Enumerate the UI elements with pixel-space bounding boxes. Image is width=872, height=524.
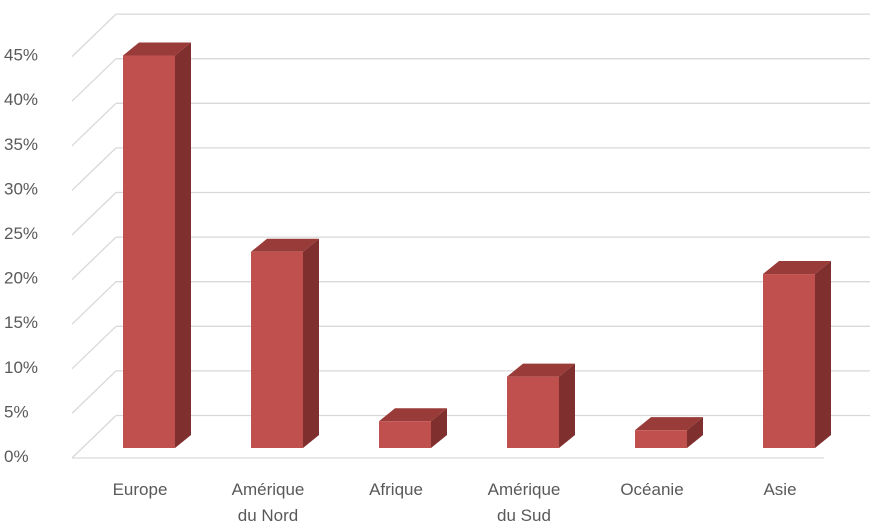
bars xyxy=(123,42,831,449)
bar xyxy=(763,261,831,448)
y-tick-label: 15% xyxy=(4,313,38,332)
x-category-label: Afrique xyxy=(369,480,423,499)
y-tick-label: 10% xyxy=(4,358,38,377)
bar-front xyxy=(379,421,431,448)
x-axis-labels: Europe Amérique du Nord Afrique Amérique du S… xyxy=(113,480,797,524)
x-category-label: Asie xyxy=(763,480,796,499)
y-tick-label: 35% xyxy=(4,135,38,154)
y-tick-label: 40% xyxy=(4,90,38,109)
x-category-label: Europe xyxy=(113,480,168,499)
x-category-label: Amérique du Nord xyxy=(232,480,305,524)
bar-side xyxy=(303,238,319,448)
gridline-side xyxy=(71,102,117,147)
gridline-side xyxy=(71,13,117,58)
bar-top xyxy=(635,417,703,431)
gridline-side xyxy=(71,147,117,191)
bar-top xyxy=(379,408,447,422)
bar-top xyxy=(123,42,191,56)
y-tick-label: 45% xyxy=(4,46,38,65)
bar-side xyxy=(687,417,703,448)
bar-top xyxy=(507,363,575,377)
gridline-side xyxy=(71,370,117,414)
gridline-side xyxy=(71,58,117,102)
bar-top xyxy=(251,238,319,252)
bar xyxy=(123,42,191,449)
x-category-label: Amérique du Sud xyxy=(488,480,561,524)
y-tick-label: 20% xyxy=(4,269,38,288)
bar-side xyxy=(559,363,575,448)
bar-side xyxy=(815,261,831,448)
bar xyxy=(251,238,319,448)
bar-front xyxy=(251,251,303,448)
gridlines xyxy=(71,13,870,459)
y-tick-label: 5% xyxy=(4,402,29,421)
y-axis-ticks: 0% 5% 10% 15% 20% 25% 30% 35% 40% 45% xyxy=(4,46,38,466)
gridline-side xyxy=(71,281,117,325)
gridline-side xyxy=(71,236,117,281)
bar-front xyxy=(635,430,687,448)
bar xyxy=(635,417,703,448)
y-tick-label: 30% xyxy=(4,179,38,198)
gridline-side xyxy=(71,325,117,370)
gridline-side xyxy=(71,192,117,236)
bar-front xyxy=(123,55,175,449)
gridline-side xyxy=(71,415,117,459)
bar-side xyxy=(431,408,447,448)
bar-side xyxy=(175,42,191,449)
y-tick-label: 0% xyxy=(4,447,29,466)
bar-front xyxy=(507,376,559,448)
x-category-label: Océanie xyxy=(620,480,683,499)
y-tick-label: 25% xyxy=(4,224,38,243)
bar-front xyxy=(763,274,815,448)
bar xyxy=(507,363,575,448)
bar-top xyxy=(763,261,831,275)
bar xyxy=(379,408,447,448)
